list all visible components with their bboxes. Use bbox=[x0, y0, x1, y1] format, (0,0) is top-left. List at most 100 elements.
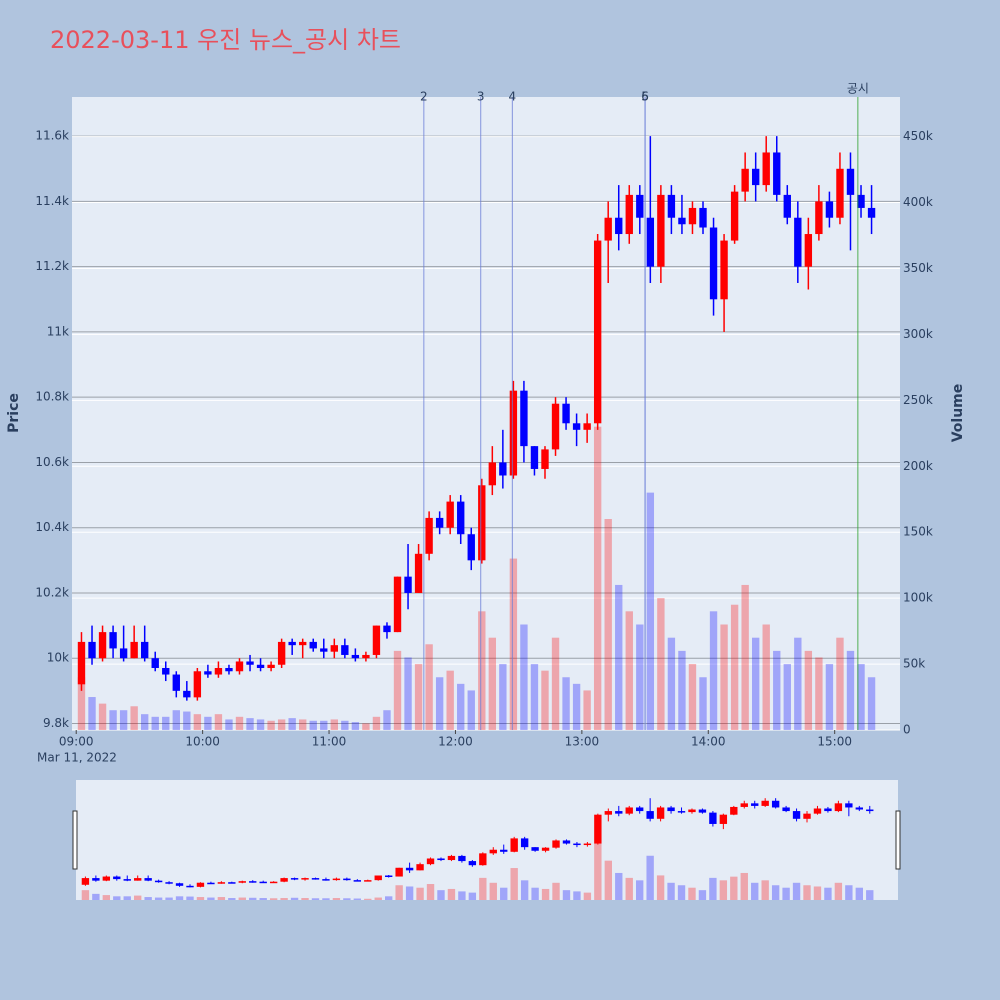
slider-candle-body bbox=[761, 800, 769, 806]
candle-body bbox=[362, 654, 370, 659]
volume-bar bbox=[404, 657, 412, 730]
volume-bar bbox=[572, 683, 581, 730]
slider-volume-bar bbox=[405, 886, 414, 900]
candle-body bbox=[520, 390, 528, 447]
candle-body bbox=[751, 168, 760, 186]
slider-volume-bar bbox=[238, 897, 246, 900]
slider-candle-body bbox=[228, 882, 236, 884]
slider-volume-bar bbox=[102, 895, 111, 900]
volume-bar bbox=[867, 677, 876, 730]
x-tick-label: 11:00 bbox=[312, 735, 347, 749]
candle-body bbox=[172, 674, 180, 691]
slider-volume-bar bbox=[196, 897, 205, 900]
volume-bar bbox=[457, 683, 465, 730]
x-tick-label: 12:00 bbox=[438, 735, 473, 749]
slider-candle-body bbox=[280, 878, 288, 882]
slider-candle-body bbox=[301, 878, 309, 880]
slider-candle-body bbox=[583, 843, 592, 846]
slider-volume-bar bbox=[834, 882, 843, 900]
slider-volume-bar bbox=[656, 875, 665, 900]
slider-volume-bar bbox=[709, 877, 717, 900]
slider-candle-body bbox=[385, 875, 393, 878]
slider-volume-bar bbox=[207, 897, 215, 900]
volume-bar bbox=[435, 677, 444, 730]
volume-bar bbox=[109, 710, 117, 730]
slider-volume-bar bbox=[280, 898, 288, 900]
volume-bar bbox=[604, 519, 612, 730]
candle-body bbox=[657, 194, 665, 267]
candle-body bbox=[457, 501, 465, 535]
volume-bar bbox=[804, 650, 813, 730]
volume-bar bbox=[77, 677, 86, 730]
y2-tick-label: 400k bbox=[903, 195, 933, 209]
slider-candle-body bbox=[834, 803, 843, 812]
volume-bar bbox=[130, 706, 138, 730]
slider-candle-body bbox=[92, 878, 100, 881]
x-tick-label: 13:00 bbox=[565, 735, 600, 749]
slider-candle-body bbox=[688, 809, 696, 813]
y-tick-label: 10.4k bbox=[35, 520, 69, 534]
volume-bar bbox=[288, 718, 296, 730]
volume-bar bbox=[667, 637, 676, 730]
slider-candle-body bbox=[719, 814, 728, 824]
slider-candle-body bbox=[866, 809, 874, 812]
y2-tick-label: 100k bbox=[903, 591, 933, 605]
slider-volume-bar bbox=[249, 897, 257, 900]
volume-bar bbox=[751, 637, 760, 730]
slider-candle-body bbox=[531, 847, 539, 851]
slider-volume-bar bbox=[479, 877, 487, 900]
y2-tick-label: 50k bbox=[903, 657, 925, 671]
candle-body bbox=[183, 690, 191, 698]
volume-bar bbox=[362, 723, 370, 730]
volume-bar bbox=[720, 624, 728, 730]
volume-bar bbox=[836, 637, 844, 730]
candle-body bbox=[299, 641, 307, 646]
slider-candle-body bbox=[562, 840, 571, 844]
slider-handle[interactable] bbox=[895, 810, 901, 870]
candle-body bbox=[425, 517, 433, 554]
slider-candle-body bbox=[751, 803, 759, 806]
candle-body bbox=[825, 201, 834, 218]
candle-body bbox=[119, 648, 128, 659]
slider-volume-bar bbox=[123, 896, 131, 900]
volume-bar bbox=[825, 664, 834, 730]
volume-bar bbox=[499, 664, 507, 730]
slider-handle[interactable] bbox=[72, 810, 78, 870]
y2-axis-title: Volume bbox=[950, 384, 966, 443]
slider-candle-body bbox=[500, 849, 508, 852]
y-tick-label: 10.2k bbox=[35, 585, 69, 599]
slider-volume-bar bbox=[510, 868, 518, 900]
slider-candle-body bbox=[730, 806, 738, 815]
volume-bar bbox=[520, 624, 528, 730]
candle-body bbox=[709, 227, 718, 300]
candle-body bbox=[130, 641, 138, 659]
candle-body bbox=[330, 645, 338, 652]
y-axis-title: Price bbox=[6, 393, 22, 433]
volume-bar bbox=[678, 650, 686, 730]
candle-body bbox=[604, 217, 612, 241]
slider-candle-body bbox=[290, 878, 299, 880]
slider-volume-bar bbox=[730, 876, 738, 900]
slider-volume-bar bbox=[144, 897, 152, 900]
slider-volume-bar bbox=[113, 896, 121, 900]
candle-body bbox=[246, 661, 254, 665]
slider-volume-bar bbox=[154, 897, 163, 900]
volume-bar bbox=[467, 690, 475, 730]
volume-bar bbox=[730, 604, 739, 730]
volume-bar bbox=[225, 719, 233, 730]
x-tick-label: 09:00 bbox=[59, 735, 94, 749]
slider-candle-body bbox=[813, 808, 822, 814]
annotation-label: 6 bbox=[641, 90, 649, 104]
range-slider[interactable] bbox=[76, 780, 898, 900]
slider-candle-body bbox=[740, 803, 748, 807]
candle-body bbox=[625, 194, 633, 235]
candle-body bbox=[678, 217, 686, 225]
slider-candle-body bbox=[259, 881, 267, 884]
volume-bar bbox=[414, 664, 423, 730]
volume-bar bbox=[646, 492, 655, 730]
annotation-label: 5 bbox=[641, 90, 649, 104]
slider-volume-bar bbox=[792, 882, 801, 900]
y-tick-label: 10.6k bbox=[35, 455, 69, 469]
candle-body bbox=[214, 668, 223, 675]
volume-bar bbox=[183, 711, 191, 730]
